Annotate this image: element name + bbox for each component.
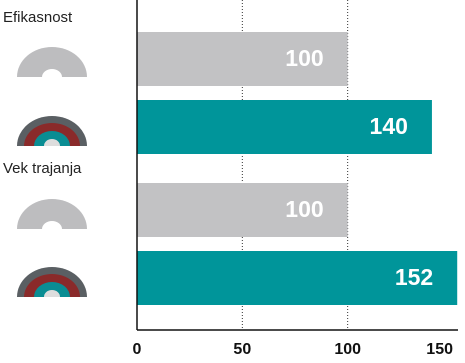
bar [137,183,348,237]
category-label: Vek trajanja [3,160,82,177]
bar [137,251,458,305]
plain-disc-icon [17,199,87,229]
plain-disc-icon [17,47,87,77]
icons [17,47,87,297]
x-tick-label: 50 [233,341,251,358]
x-tick-label: 100 [334,341,361,358]
bar [137,100,432,154]
value-label: 152 [395,264,433,290]
x-tick-label: 0 [133,341,142,358]
branded-disc-icon [17,267,87,297]
category-label: Efikasnost [3,9,73,26]
value-label: 100 [285,196,323,222]
value-label: 100 [285,45,323,71]
value-label: 140 [370,113,408,139]
x-tick-label: 150 [426,341,453,358]
branded-disc-icon [17,116,87,146]
bar [137,32,348,86]
